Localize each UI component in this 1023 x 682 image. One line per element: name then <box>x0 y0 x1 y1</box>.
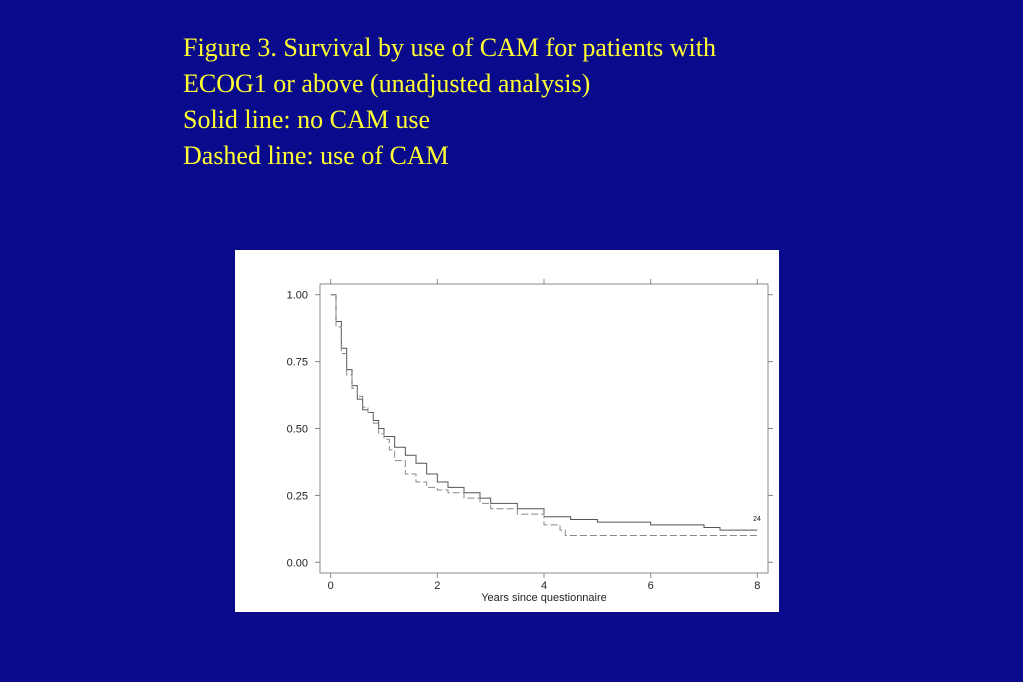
survival-line <box>330 294 758 537</box>
y-tick-label: 0.50 <box>287 424 308 436</box>
x-tick-label: 2 <box>434 580 440 592</box>
annotation: 24 <box>753 516 761 523</box>
x-axis-label: Years since questionnaire <box>481 592 607 604</box>
chart-panel <box>235 250 779 612</box>
x-tick-label: 6 <box>648 580 654 592</box>
header: Figure 3. Survival by use of CAM for pat… <box>183 30 758 174</box>
x-tick-label: 0 <box>328 580 334 592</box>
x-tick-label: 4 <box>541 580 547 592</box>
y-tick-label: 0.25 <box>287 490 308 502</box>
legend-entry: Dashed line: use of CAM <box>183 141 449 170</box>
y-tick-label: 0.75 <box>287 357 308 369</box>
title: Figure 3. Survival by use of CAM for pat… <box>183 33 716 98</box>
x-tick-label: 8 <box>754 580 760 592</box>
y-tick-label: 0.00 <box>287 557 308 569</box>
legend-entry: Solid line: no CAM use <box>183 105 431 134</box>
survival-line <box>330 294 758 531</box>
y-tick-label: 1.00 <box>287 290 308 302</box>
